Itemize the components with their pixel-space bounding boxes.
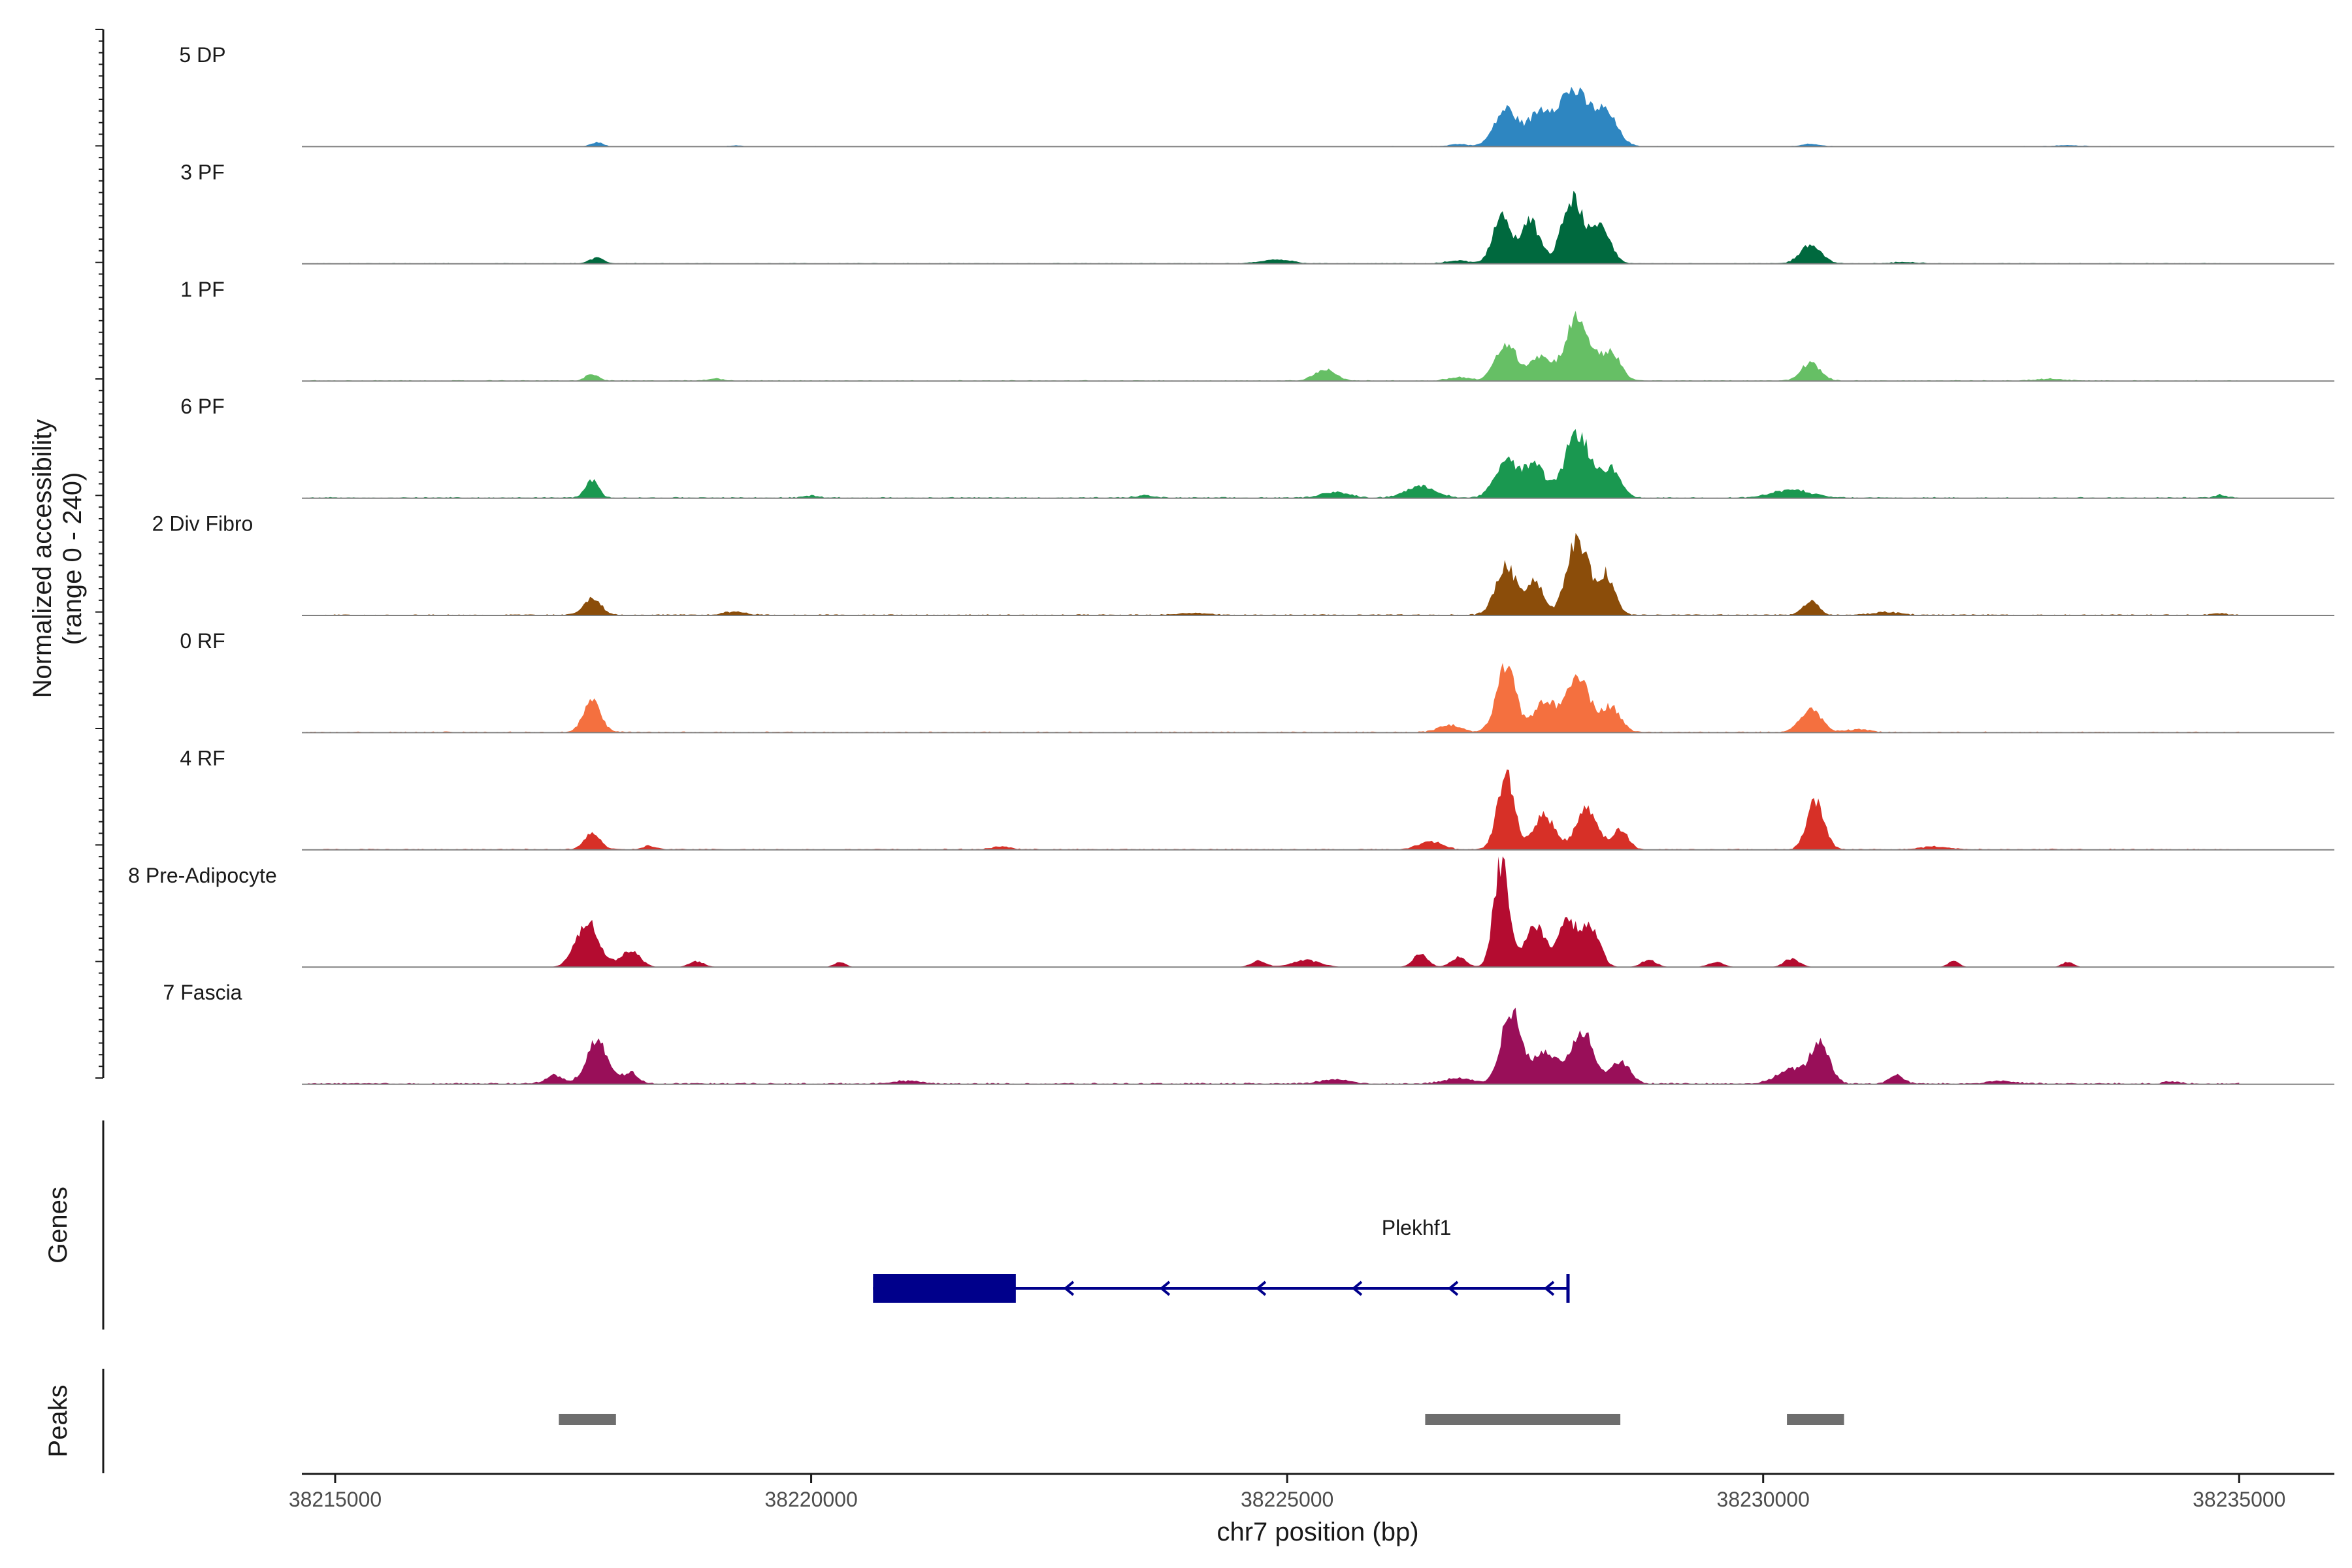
coverage-area-6-pf — [306, 429, 2240, 498]
track-label-1-pf: 1 PF — [180, 278, 225, 301]
coverage-area-1-pf — [306, 310, 2240, 382]
track-label-5-dp: 5 DP — [179, 43, 225, 67]
coverage-area-5-dp — [306, 86, 2240, 147]
track-3-pf: 3 PF — [180, 160, 2334, 265]
peak-regions — [559, 1414, 1844, 1425]
track-label-3-pf: 3 PF — [180, 160, 225, 184]
coverage-area-7-fascia — [306, 1007, 2240, 1085]
y-axis-title-line2: (range 0 - 240) — [58, 472, 87, 645]
track-label-8-pre-adipocyte: 8 Pre-Adipocyte — [128, 864, 277, 887]
coverage-area-0-rf — [306, 662, 2240, 733]
x-axis-ticks: 38215000 38220000 38225000 38230000 38235000 — [289, 1474, 2285, 1511]
peak-region-3 — [1787, 1414, 1844, 1425]
track-4-rf: 4 RF — [180, 746, 2334, 851]
y-axis-title-line1: Normalized accessibility — [28, 419, 57, 698]
coverage-area-8-pre-adipocyte — [306, 856, 2240, 968]
coverage-tracks: 5 DP 3 PF 1 PF 6 PF 2 Div Fibro 0 RF 4 RF 8 Pre… — [128, 43, 2334, 1085]
coverage-area-2-div-fibro — [306, 532, 2240, 615]
gene-model — [873, 1274, 1570, 1303]
peak-region-1 — [559, 1414, 616, 1425]
track-label-2-div-fibro: 2 Div Fibro — [152, 512, 253, 536]
track-label-7-fascia: 7 Fascia — [163, 981, 242, 1004]
genes-track-title: Genes — [44, 1186, 73, 1264]
strand-arrow-icon — [1351, 1281, 1363, 1296]
peaks-track-title: Peaks — [44, 1384, 73, 1457]
track-5-dp: 5 DP — [179, 43, 2334, 148]
x-tick-label-38230000: 38230000 — [1717, 1488, 1810, 1511]
track-label-0-rf: 0 RF — [180, 629, 225, 653]
track-label-4-rf: 4 RF — [180, 746, 225, 770]
strand-arrow-icon — [1447, 1281, 1459, 1296]
coverage-area-3-pf — [306, 190, 2240, 264]
strand-arrow-icon — [1255, 1281, 1267, 1296]
strand-arrow-icon — [1159, 1281, 1171, 1296]
track-2-div-fibro: 2 Div Fibro — [152, 512, 2334, 616]
track-label-6-pf: 6 PF — [180, 395, 225, 418]
coverage-area-4-rf — [306, 769, 2240, 850]
peak-region-2 — [1425, 1414, 1621, 1425]
track-6-pf: 6 PF — [180, 395, 2334, 499]
strand-arrow-icon — [1063, 1281, 1075, 1296]
x-tick-label-38235000: 38235000 — [2193, 1488, 2285, 1511]
genes-track: Genes Plekhf1 — [44, 1120, 1570, 1330]
track-0-rf: 0 RF — [180, 629, 2334, 734]
strand-arrow-icon — [1543, 1281, 1555, 1296]
x-tick-label-38225000: 38225000 — [1241, 1488, 1333, 1511]
x-axis-title: chr7 position (bp) — [1217, 1518, 1418, 1546]
peaks-track: Peaks — [44, 1369, 1844, 1473]
x-axis: 38215000 38220000 38225000 38230000 38235000… — [289, 1473, 2334, 1546]
accessibility-axis — [95, 29, 105, 1079]
gene-label-plekhf1: Plekhf1 — [1382, 1216, 1452, 1239]
x-tick-label-38215000: 38215000 — [289, 1488, 382, 1511]
track-7-fascia: 7 Fascia — [163, 981, 2334, 1085]
track-1-pf: 1 PF — [180, 278, 2334, 382]
track-8-pre-adipocyte: 8 Pre-Adipocyte — [128, 856, 2334, 968]
gene-exon-block — [873, 1274, 1016, 1303]
x-tick-label-38220000: 38220000 — [764, 1488, 857, 1511]
